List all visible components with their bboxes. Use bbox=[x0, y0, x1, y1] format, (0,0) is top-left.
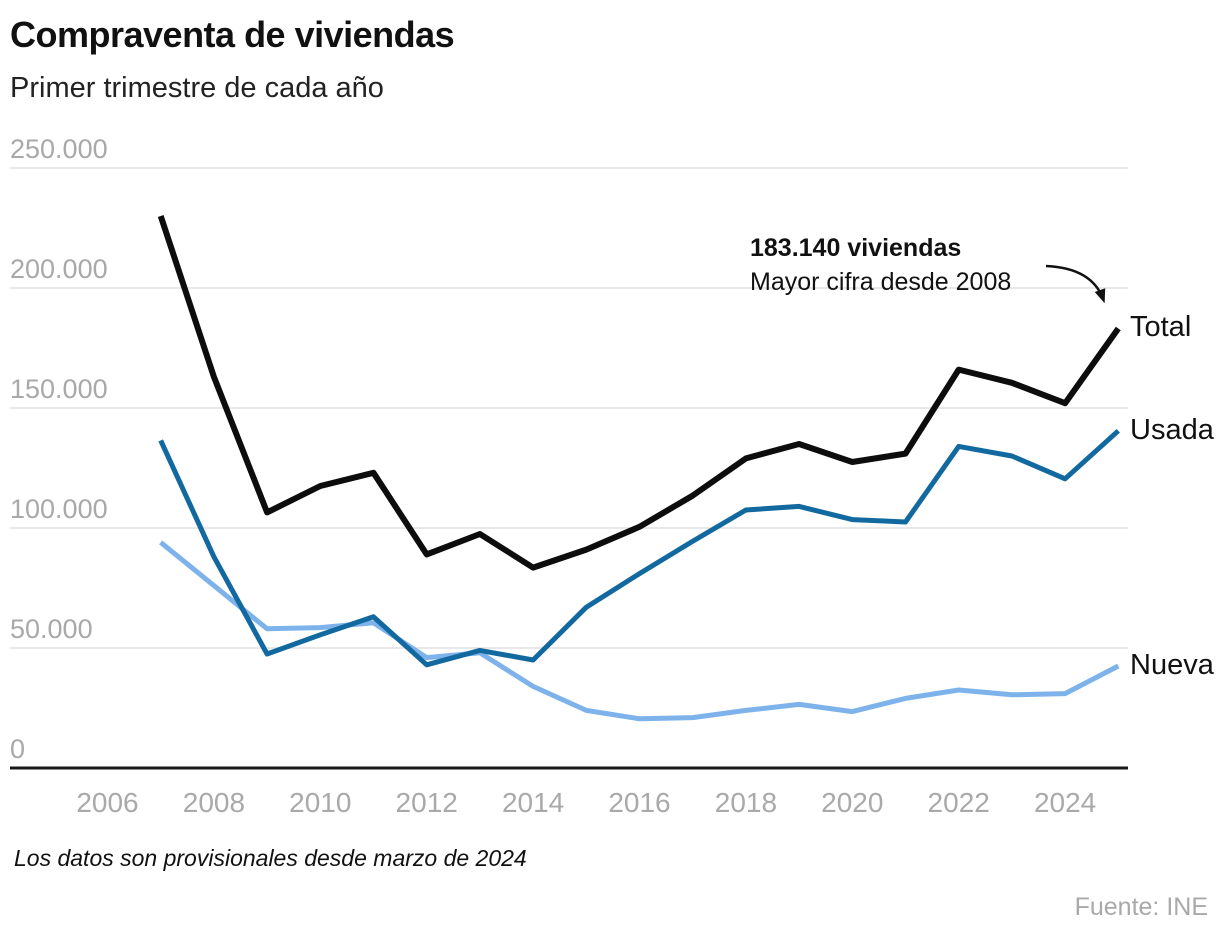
y-tick-label: 100.000 bbox=[10, 494, 108, 524]
y-tick-label: 200.000 bbox=[10, 254, 108, 284]
series-label-total: Total bbox=[1130, 311, 1192, 344]
x-tick-label: 2024 bbox=[1034, 787, 1096, 818]
series-line-nueva bbox=[159, 540, 1120, 722]
y-tick-label: 50.000 bbox=[10, 614, 93, 644]
annotation-arrow bbox=[1045, 264, 1105, 300]
series-label-usada: Usada bbox=[1130, 413, 1214, 446]
y-tick-label: 0 bbox=[10, 734, 25, 764]
annotation: 183.140 viviendas Mayor cifra desde 2008 bbox=[750, 231, 1011, 299]
series-line-usada bbox=[158, 428, 1120, 668]
annotation-arrowhead bbox=[1094, 288, 1106, 304]
source-credit: Fuente: INE bbox=[1074, 893, 1208, 921]
x-tick-label: 2016 bbox=[608, 787, 670, 818]
annotation-caption: Mayor cifra desde 2008 bbox=[750, 268, 1012, 296]
footnote: Los datos son provisionales desde marzo … bbox=[14, 845, 527, 871]
series-label-nueva: Nueva bbox=[1130, 649, 1214, 681]
series-line-total bbox=[157, 215, 1121, 571]
x-tick-label: 2020 bbox=[821, 787, 883, 818]
annotation-value: 183.140 viviendas bbox=[750, 234, 962, 262]
y-tick-label: 150.000 bbox=[10, 374, 108, 404]
x-tick-label: 2010 bbox=[289, 787, 351, 818]
x-tick-label: 2012 bbox=[396, 787, 458, 818]
x-tick-label: 2014 bbox=[502, 787, 564, 818]
x-tick-label: 2018 bbox=[715, 787, 777, 818]
chart-subtitle: Primer trimestre de cada año bbox=[10, 72, 384, 104]
x-tick-label: 2022 bbox=[928, 787, 990, 818]
chart-title: Compraventa de viviendas bbox=[10, 14, 455, 55]
x-tick-label: 2008 bbox=[183, 787, 245, 818]
y-tick-label: 250.000 bbox=[10, 134, 108, 164]
x-tick-label: 2006 bbox=[76, 787, 138, 818]
